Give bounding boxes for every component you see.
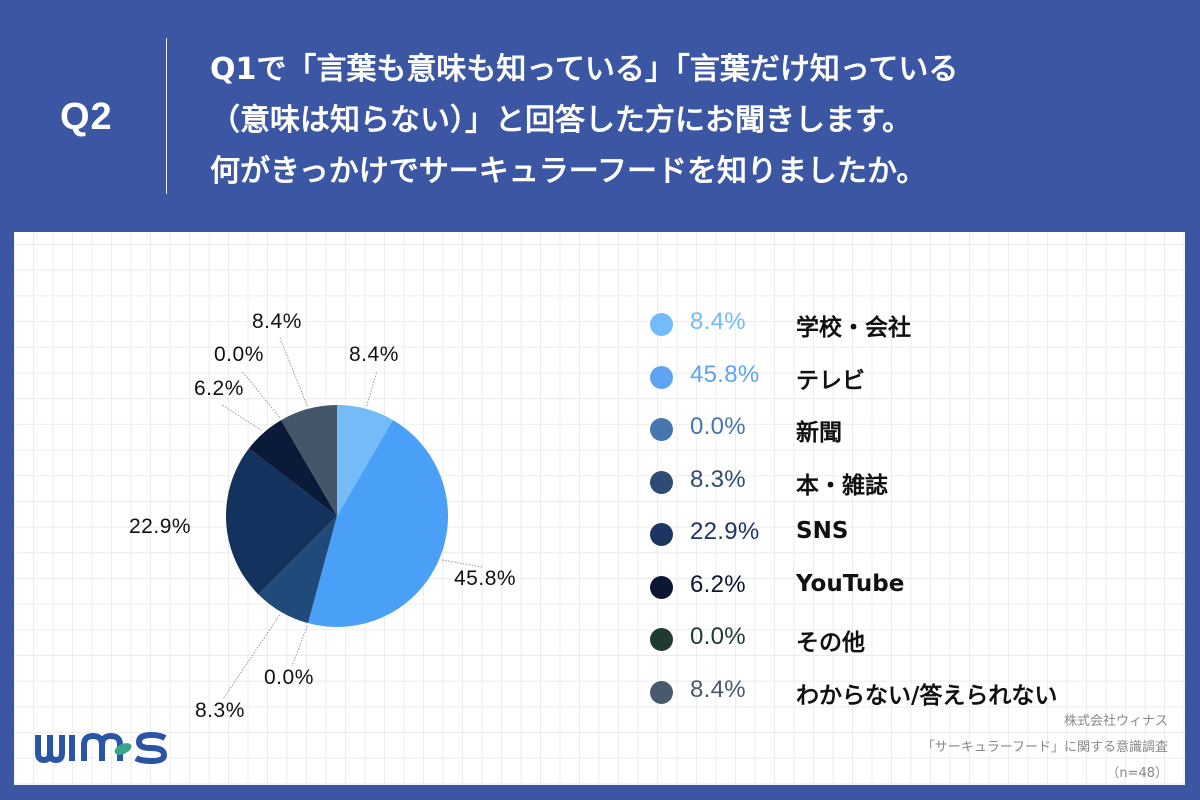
legend-dot-icon bbox=[650, 365, 673, 389]
legend-percentage: 22.9% bbox=[690, 518, 760, 545]
legend-dot-icon bbox=[650, 680, 673, 704]
pie-data-label: 8.4% bbox=[349, 343, 399, 366]
legend-dot-icon bbox=[650, 628, 673, 651]
question-line-2: （意味は知らない）」と回答した方にお聞きします。 bbox=[210, 103, 912, 138]
source-survey: 「サーキュラーフード」に関する意識調査 bbox=[921, 740, 1168, 755]
leader-line bbox=[442, 559, 483, 568]
legend-percentage: 8.4% bbox=[690, 308, 746, 335]
pie-slice bbox=[308, 420, 448, 627]
question-number: Q2 bbox=[60, 96, 113, 138]
pie-slice bbox=[248, 420, 337, 516]
winas-logo bbox=[35, 731, 168, 765]
legend-dot-icon bbox=[650, 575, 673, 599]
legend-label: 新聞 bbox=[796, 420, 842, 446]
pie-data-label: 45.8% bbox=[454, 567, 517, 590]
legend-label: わからない/答えられない bbox=[796, 682, 1058, 709]
source-company: 株式会社ウィナス bbox=[1063, 714, 1168, 729]
legend-percentage: 45.8% bbox=[690, 360, 760, 388]
pie-slice bbox=[337, 405, 393, 516]
logo-leaf-icon bbox=[114, 743, 132, 755]
legend-label: YouTube bbox=[796, 570, 905, 597]
legend-percentage: 8.3% bbox=[690, 465, 746, 493]
pie-data-label: 8.3% bbox=[195, 699, 245, 722]
pie-slice bbox=[281, 405, 337, 516]
question-line-3: 何がきっかけでサーキュラーフードを知りましたか。 bbox=[210, 154, 927, 189]
leader-line bbox=[222, 614, 281, 700]
pie-data-label: 6.2% bbox=[194, 377, 244, 400]
source-note: 株式会社ウィナス 「サーキュラーフード」に関する意識調査 （n=48） bbox=[922, 709, 1168, 785]
pie-chart-svg bbox=[221, 337, 483, 700]
leader-line bbox=[366, 370, 378, 407]
legend-dot-icon bbox=[650, 523, 673, 546]
header: Q2 Q1で「言葉も意味も知っている」「言葉だけ知っている （意味は知らない）」… bbox=[0, 0, 1200, 232]
legend-label: 学校・会社 bbox=[796, 315, 911, 341]
legend-dot-icon bbox=[650, 418, 673, 441]
pie-chart: 8.4% 45.8% 0.0% 8.3% 22.9% 6.2% 0.0% 8.4% bbox=[14, 232, 614, 785]
pie-slice bbox=[258, 516, 337, 624]
pie-data-label: 0.0% bbox=[214, 343, 264, 366]
legend-label: 本・雑誌 bbox=[796, 472, 888, 499]
header-divider bbox=[166, 38, 167, 194]
source-sample: （n=48） bbox=[1106, 766, 1168, 781]
pie-data-label: 0.0% bbox=[264, 666, 314, 689]
chart-panel: 8.4% 45.8% 0.0% 8.3% 22.9% 6.2% 0.0% 8.4% 8.4% 学… bbox=[14, 232, 1185, 785]
leader-line bbox=[221, 404, 262, 431]
leader-line bbox=[279, 337, 308, 407]
legend-dot-icon bbox=[650, 313, 673, 336]
pie-data-label: 22.9% bbox=[129, 515, 192, 538]
pie-data-label: 8.4% bbox=[252, 310, 302, 333]
question-text: Q1で「言葉も意味も知っている」「言葉だけ知っている （意味は知らない）」と回答… bbox=[210, 44, 1170, 197]
leader-line bbox=[291, 625, 308, 667]
legend-label: テレビ bbox=[796, 367, 865, 394]
legend-dot-icon bbox=[650, 470, 673, 494]
pie-slice bbox=[225, 448, 337, 595]
legend-percentage: 8.4% bbox=[690, 675, 746, 703]
legend-label: その他 bbox=[796, 630, 865, 656]
bottom-bar bbox=[0, 785, 1200, 800]
legend-percentage: 0.0% bbox=[690, 413, 746, 440]
legend-percentage: 6.2% bbox=[690, 570, 746, 598]
legend-percentage: 0.0% bbox=[690, 623, 746, 650]
question-line-1: Q1で「言葉も意味も知っている」「言葉だけ知っている bbox=[210, 52, 959, 87]
legend-label: SNS bbox=[796, 518, 849, 544]
leader-line bbox=[241, 370, 280, 418]
